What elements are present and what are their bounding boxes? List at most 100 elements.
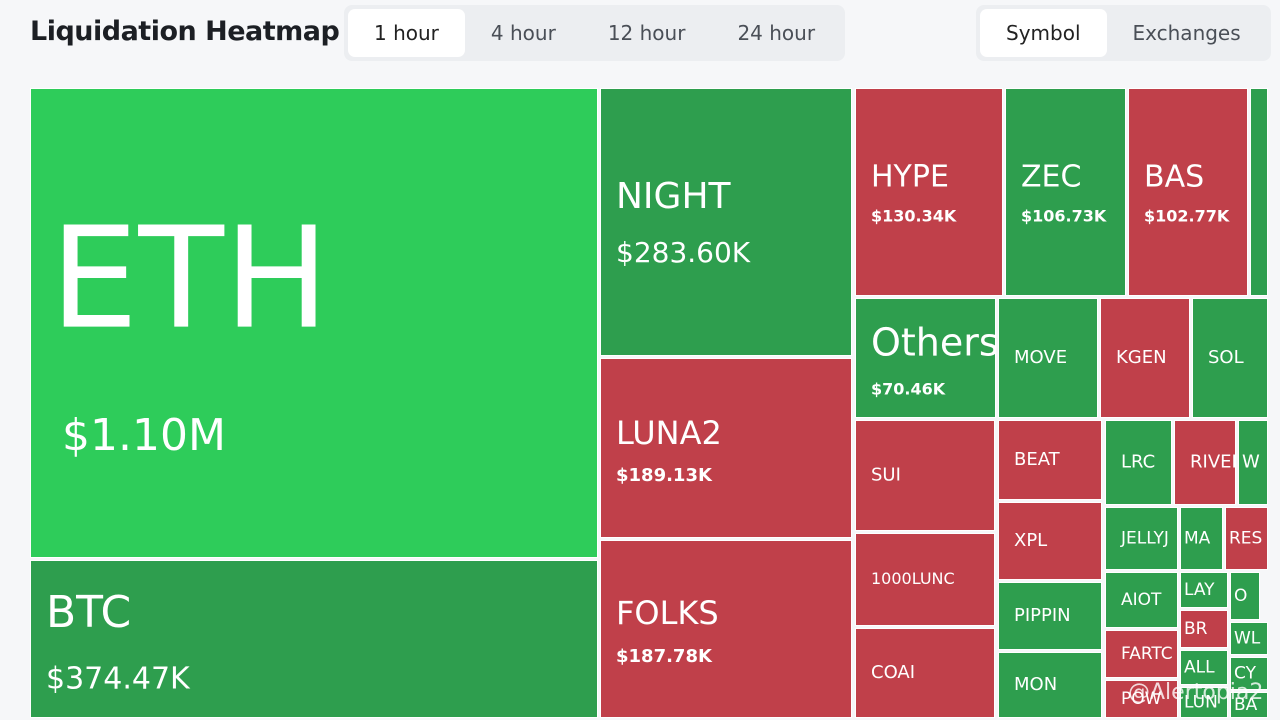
tile: POW [1105, 680, 1178, 718]
tile-rect [1230, 692, 1268, 718]
tile: SUI [855, 420, 995, 531]
tile-rect [998, 582, 1102, 650]
tile: RIVEI [1174, 420, 1237, 505]
tile-value: $102.77K [1144, 207, 1230, 226]
tile: COAI [855, 628, 995, 718]
tab[interactable]: 1 hour [348, 9, 465, 57]
tile-label: FOLKS [616, 594, 719, 632]
tile: LUN [1180, 687, 1228, 718]
tile-label: COAI [871, 662, 915, 683]
tile: BAS $102.77K [1128, 88, 1248, 296]
tile-rect [1230, 622, 1268, 655]
tile-rect [1180, 572, 1228, 608]
tile-label: MA [1184, 529, 1211, 549]
tile-label: SOL [1208, 347, 1244, 368]
tile-rect [1230, 657, 1268, 690]
tile-label: RES [1229, 529, 1262, 549]
tile-rect [998, 298, 1098, 418]
tile: FARTC [1105, 630, 1178, 678]
tile-label: MON [1014, 674, 1057, 695]
tile-label: BA [1234, 695, 1258, 715]
tile: HYPE $130.34K [855, 88, 1003, 296]
tile-label: WL [1234, 629, 1261, 649]
tile: LAY [1180, 572, 1228, 608]
tile: MOVE [998, 298, 1098, 418]
tile-label: BAS [1144, 160, 1204, 195]
tile-rect [600, 88, 852, 356]
tile-label: NIGHT [616, 176, 732, 217]
tile-value: $106.73K [1021, 207, 1107, 226]
tile-rect [1105, 630, 1178, 678]
tile-label: ALL [1184, 658, 1215, 678]
tile-value: $283.60K [616, 236, 751, 269]
tab[interactable]: 4 hour [490, 21, 556, 45]
tile-label: HYPE [871, 160, 949, 195]
tile-rect [1105, 420, 1172, 505]
tile-label: BR [1184, 619, 1208, 639]
tile-rect [1105, 572, 1178, 628]
tile: ZEC $106.73K [1005, 88, 1126, 296]
tile: SOL [1192, 298, 1268, 418]
tile-rect [1105, 680, 1178, 718]
tile-rect [1230, 572, 1260, 620]
tile-rect [1192, 298, 1268, 418]
tile-rect [1180, 610, 1228, 648]
tile-rect [855, 88, 1003, 296]
tile-label: CY [1234, 664, 1257, 684]
tab[interactable]: 12 hour [607, 21, 686, 45]
tile-label: POW [1121, 689, 1162, 709]
tile: RES [1225, 507, 1268, 570]
tile-rect [1105, 507, 1178, 570]
tile: CY [1230, 657, 1268, 690]
tab[interactable]: 24 hour [737, 21, 816, 45]
time-tabs: 1 hour 4 hour 12 hour 24 hour [344, 5, 846, 61]
tile: BA [1230, 692, 1268, 718]
tile-label: RIVEI [1190, 452, 1237, 473]
tile-rect [600, 358, 852, 538]
tile: NIGHT $283.60K [600, 88, 852, 356]
tile-rect [30, 560, 598, 718]
tile-rect [855, 533, 995, 626]
tile-rect [1005, 88, 1126, 296]
tile-rect [998, 502, 1102, 580]
tile-rect [1128, 88, 1248, 296]
tile-label: O [1234, 586, 1247, 606]
tile-value: $130.34K [871, 207, 957, 226]
tile: W [1238, 420, 1268, 505]
tile-value: $70.46K [871, 380, 946, 399]
tab[interactable]: Symbol [980, 9, 1107, 57]
tile-label: W [1242, 452, 1260, 473]
tile: KGEN [1100, 298, 1190, 418]
tile-rect [1174, 420, 1236, 505]
tile-rect [1180, 687, 1228, 718]
tile-rect [1238, 420, 1268, 505]
tile-rect [1225, 507, 1268, 570]
tab[interactable]: Exchanges [1132, 21, 1241, 45]
tile-label: BTC [46, 587, 131, 638]
tile-value: $187.78K [616, 646, 713, 667]
tile-label: 1000LUNC [871, 569, 955, 588]
tile: BEAT [998, 420, 1102, 500]
tile: 1000LUNC [855, 533, 995, 626]
tile: LUNA2 $189.13K [600, 358, 852, 538]
tile: ETH $1.10M [30, 88, 598, 558]
tile-value: $1.10M [62, 410, 226, 461]
tile: LRC [1105, 420, 1172, 505]
tile-label: LUN [1184, 693, 1218, 713]
tile-label: FARTC [1121, 644, 1173, 664]
tile-rect [998, 420, 1102, 500]
tile-rect [1100, 298, 1190, 418]
tile-rect [1250, 88, 1268, 296]
tile: JELLYJ [1105, 507, 1178, 570]
tile-label: BEAT [1014, 449, 1061, 470]
tile: Others $70.46K [855, 298, 996, 418]
tile-rect [30, 88, 598, 558]
tile [1250, 88, 1268, 296]
tile: AIOT [1105, 572, 1178, 628]
watermark: @Alertopia2 [1128, 680, 1264, 705]
page-title: Liquidation Heatmap [30, 16, 340, 47]
tile: WL [1230, 622, 1268, 655]
tile-label: LRC [1121, 452, 1155, 473]
